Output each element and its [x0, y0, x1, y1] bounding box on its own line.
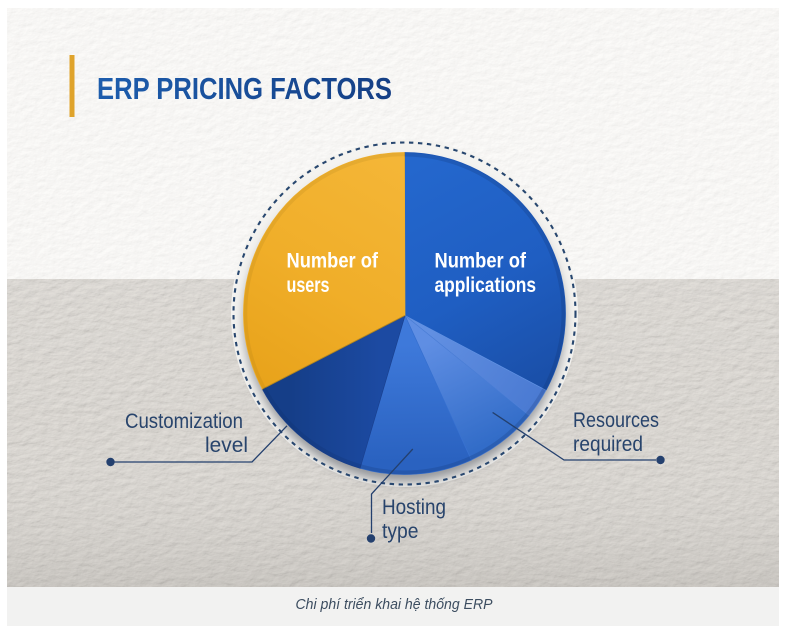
svg-text:users: users [287, 274, 330, 297]
svg-text:Number of: Number of [287, 250, 379, 273]
svg-text:Hosting: Hosting [382, 496, 446, 519]
svg-text:Resources: Resources [573, 409, 659, 432]
svg-text:required: required [573, 433, 643, 456]
svg-text:applications: applications [435, 274, 537, 297]
svg-text:Chi phí triển khai hệ thống ER: Chi phí triển khai hệ thống ERP [296, 596, 493, 613]
svg-text:ERP PRICING FACTORS: ERP PRICING FACTORS [97, 72, 392, 106]
svg-text:Number of: Number of [435, 250, 527, 273]
svg-text:type: type [382, 520, 419, 543]
svg-text:level: level [205, 434, 248, 457]
svg-text:Customization: Customization [125, 410, 243, 433]
